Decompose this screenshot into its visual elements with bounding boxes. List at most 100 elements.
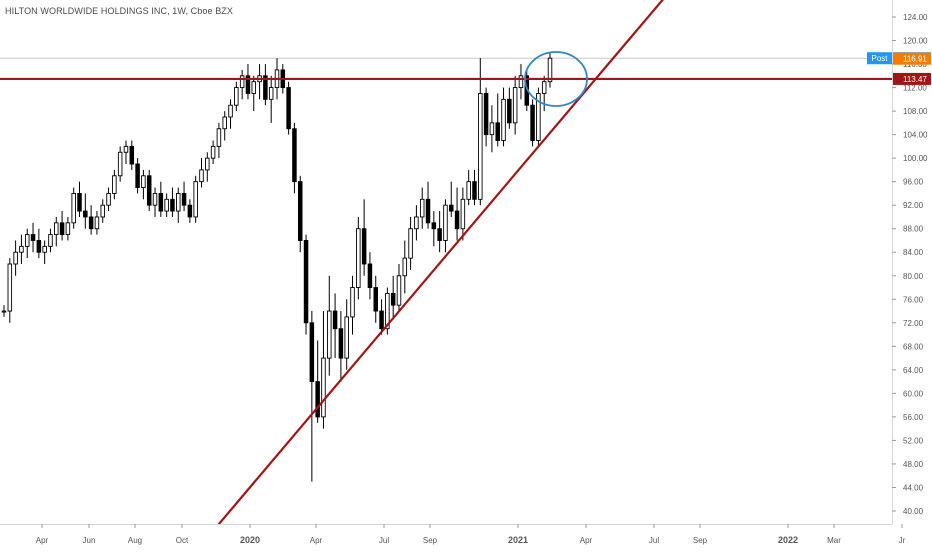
candle-body — [164, 198, 169, 212]
candle-body — [425, 198, 431, 224]
candle-body — [251, 81, 257, 94]
trend-line[interactable] — [215, 0, 664, 529]
candle-body — [385, 292, 390, 330]
candle-body — [449, 204, 454, 212]
candle-body — [205, 157, 210, 171]
candle-body — [379, 310, 384, 330]
candle-body — [518, 75, 524, 89]
y-tick-label: 104.00 — [903, 131, 928, 140]
y-tick-label: 40.00 — [903, 507, 924, 516]
candle-body — [152, 192, 158, 206]
level-price-value: 113.47 — [903, 75, 927, 84]
x-tick-label: Sep — [423, 536, 438, 545]
last-price-value: 116.91 — [903, 55, 927, 64]
y-tick-label: 100.00 — [903, 154, 928, 163]
candle-body — [123, 145, 129, 153]
x-tick-label: Apr — [310, 536, 323, 545]
candle-body — [292, 128, 297, 183]
y-tick-label: 124.00 — [903, 13, 928, 22]
y-tick-label: 64.00 — [903, 366, 924, 375]
candle-body — [117, 151, 123, 177]
candle-body — [141, 175, 146, 188]
candle-body — [367, 263, 373, 288]
y-tick-label: 80.00 — [903, 272, 924, 281]
candle-body — [83, 210, 88, 218]
axes-group: 40.00 44.00 48.00 52.00 56.00 60.00 64.00 68.00… — [0, 0, 928, 545]
candle-body — [158, 192, 164, 212]
x-tick-label: Aug — [128, 536, 142, 545]
drawings-group[interactable] — [0, 0, 892, 529]
x-tick-label: Jr — [899, 536, 906, 545]
candle-body — [286, 87, 291, 130]
x-tick-label: Jun — [83, 536, 96, 545]
candle-body — [454, 210, 460, 230]
x-tick-label: 2020 — [240, 535, 260, 545]
candle-body — [541, 81, 547, 94]
x-tick-label: Apr — [36, 536, 49, 545]
candle-body — [222, 116, 227, 130]
candle-body — [338, 328, 344, 359]
y-tick-label: 84.00 — [903, 248, 924, 257]
candle-body — [460, 198, 466, 230]
candle-body — [239, 75, 245, 89]
candle-body — [443, 204, 448, 241]
candle-body — [303, 240, 309, 324]
y-tick-label: 48.00 — [903, 460, 924, 469]
x-tick-label: Sep — [693, 536, 708, 545]
y-tick-label: 96.00 — [903, 178, 924, 187]
candle-body — [327, 310, 332, 359]
candle-body — [414, 216, 419, 230]
candle-body — [187, 204, 193, 218]
x-tick-label: 2021 — [508, 535, 528, 545]
candle-body — [419, 198, 425, 218]
y-tick-label: 76.00 — [903, 295, 924, 304]
candle-body — [245, 75, 251, 94]
x-tick-label: Oct — [176, 536, 189, 545]
candle-body — [59, 222, 65, 236]
candle-body — [344, 316, 349, 359]
candle-body — [501, 98, 506, 141]
candle-body — [507, 98, 512, 124]
candle-body — [437, 228, 442, 241]
candle-body — [30, 234, 36, 241]
candle-body — [390, 292, 396, 306]
candle-body — [234, 87, 239, 106]
y-tick-label: 120.00 — [903, 37, 928, 46]
post-caption-tag — [867, 52, 892, 65]
candles-group — [1, 52, 553, 482]
candle-body — [129, 145, 135, 165]
y-tick-label: 108.00 — [903, 107, 928, 116]
candle-body — [7, 263, 13, 312]
candle-body — [483, 93, 489, 136]
x-tick-label: 2022 — [778, 535, 798, 545]
candle-body — [536, 93, 541, 141]
x-tick-label: Jul — [379, 536, 389, 545]
y-tick-label: 52.00 — [903, 436, 924, 445]
candle-body — [356, 228, 361, 288]
candle-body — [42, 245, 47, 253]
candle-body — [1, 310, 7, 313]
candle-body — [431, 222, 437, 230]
candle-body — [309, 322, 315, 383]
candle-body — [530, 104, 535, 141]
y-tick-label: 112.00 — [903, 84, 927, 93]
candle-body — [350, 287, 355, 318]
candle-body — [94, 216, 100, 230]
x-tick-label: Apr — [580, 536, 593, 545]
candle-body — [100, 204, 105, 218]
candle-body — [77, 192, 82, 212]
candle-body — [315, 381, 320, 418]
candle-body — [135, 163, 140, 188]
candle-body — [88, 216, 94, 230]
candle-body — [472, 181, 477, 200]
level-price-tag — [893, 72, 931, 85]
highlight-ellipse[interactable] — [524, 51, 588, 107]
candle-body — [408, 228, 413, 259]
candle-body — [210, 145, 216, 159]
candle-body — [297, 181, 303, 241]
last-price-tag — [893, 52, 931, 65]
candle-body — [24, 234, 30, 247]
post-caption: Post — [871, 54, 888, 63]
